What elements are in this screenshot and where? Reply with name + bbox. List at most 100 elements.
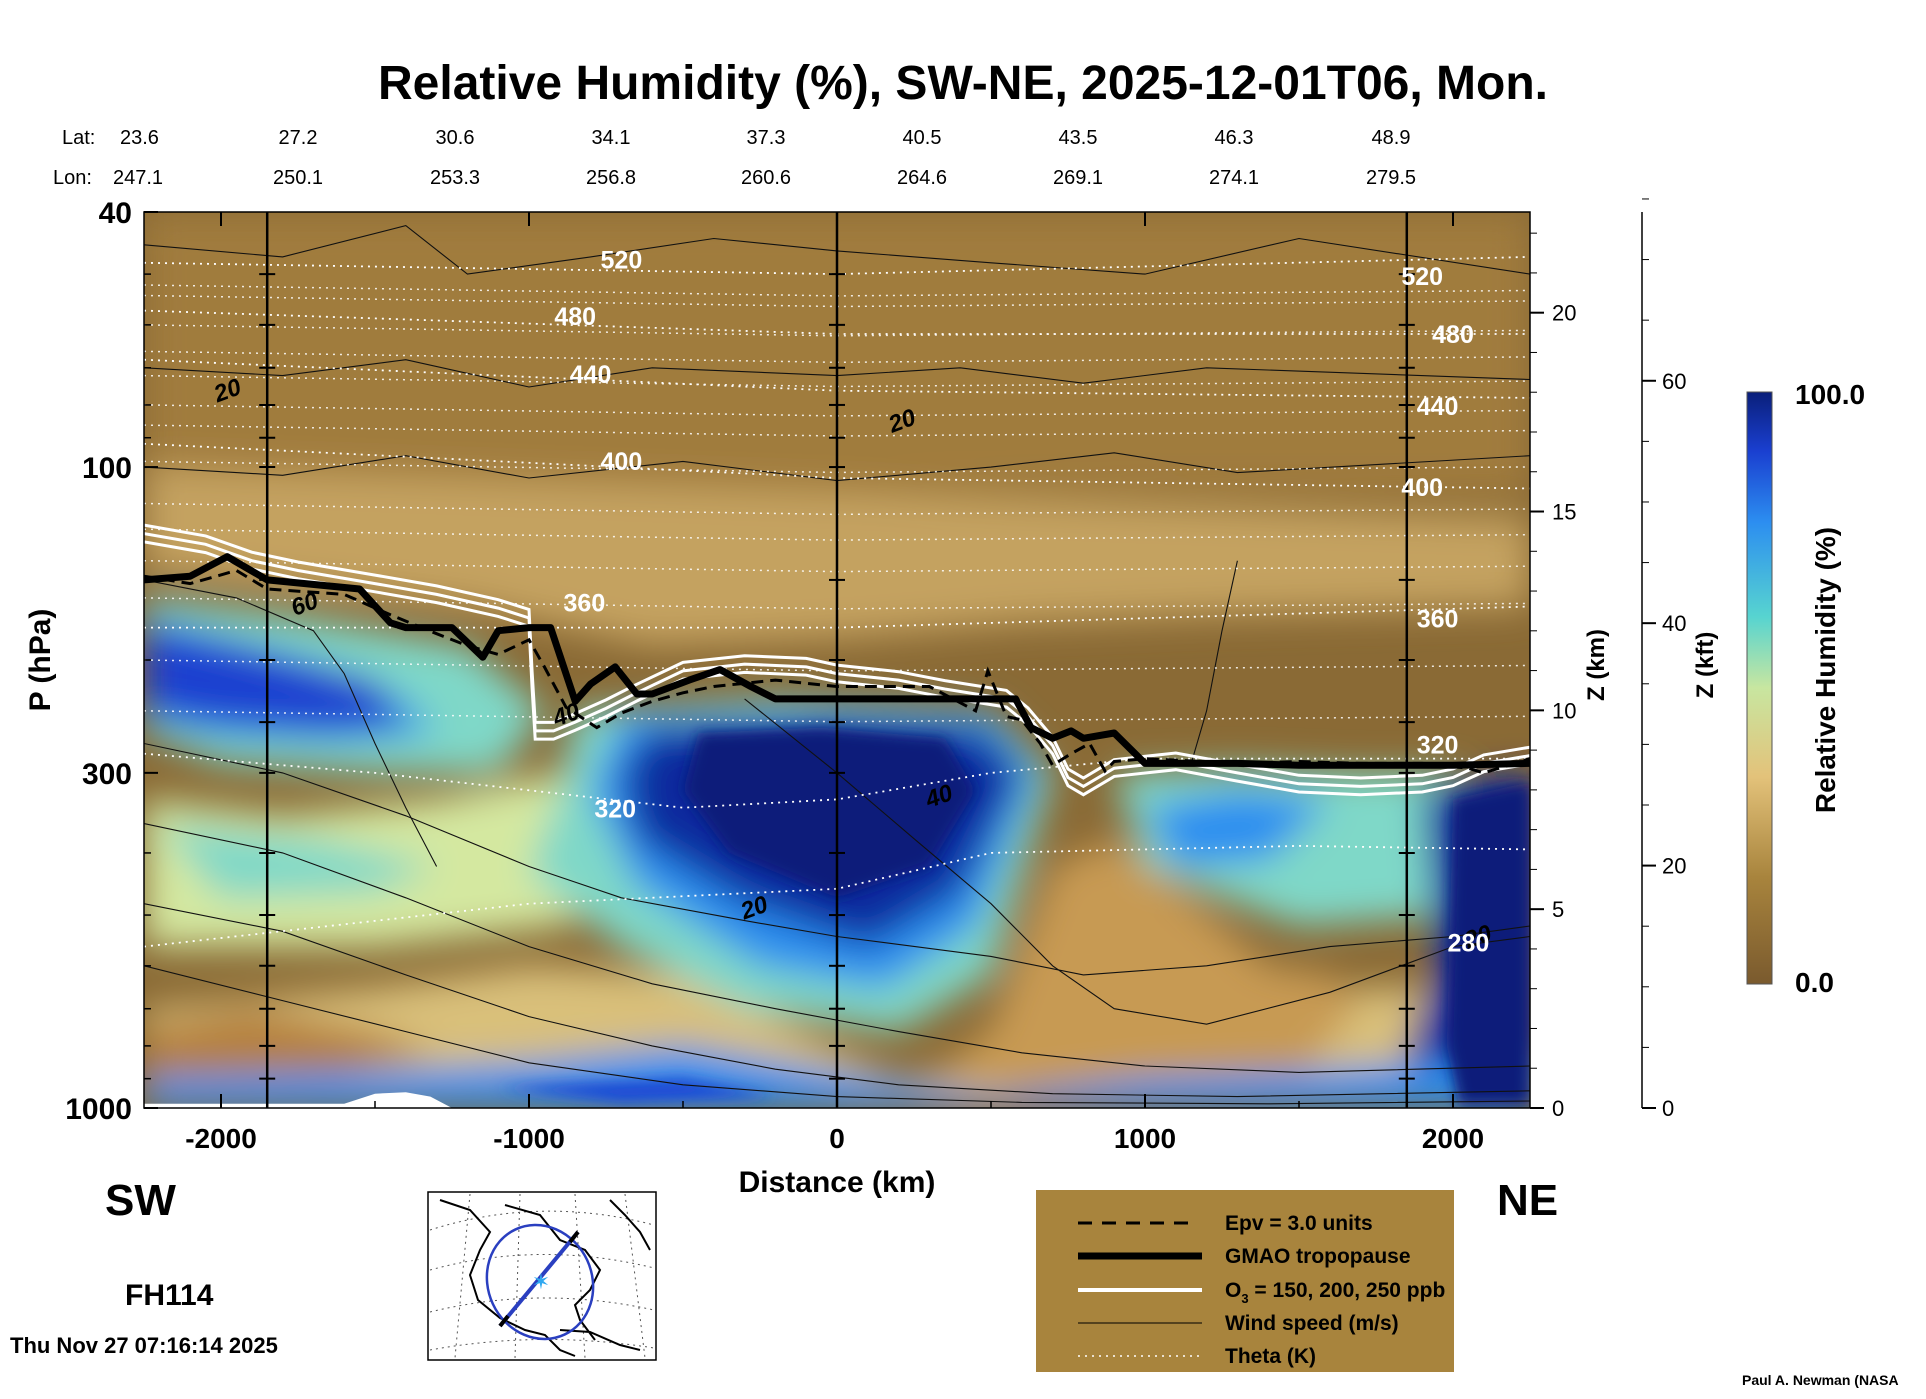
z-km-tick-label: 20 <box>1552 301 1576 326</box>
lat-value: 43.5 <box>1059 127 1098 149</box>
theta-contour-line <box>144 752 1530 809</box>
tropopause-line <box>144 553 1530 769</box>
lat-value: 23.6 <box>120 127 159 149</box>
rh-region <box>683 1024 807 1053</box>
z-km-tick-label: 10 <box>1552 698 1576 723</box>
lat-value: 46.3 <box>1215 127 1254 149</box>
rh-region <box>1446 782 1530 1106</box>
axes: -2000 -1000 0 1000 2000 40 100 300 1000 0 5 10 15 20 0… <box>65 197 1686 1154</box>
epv-contour-line <box>144 568 1530 775</box>
rh-region <box>144 622 406 733</box>
lat-value: 40.5 <box>903 127 942 149</box>
y2-axis-title: Z (km) <box>1583 629 1610 701</box>
z-kft-tick-label: 20 <box>1662 854 1686 879</box>
inset-range-circle <box>485 1223 595 1341</box>
theta-label: 400 <box>1401 474 1443 502</box>
x-tick-label: 2000 <box>1422 1123 1484 1154</box>
theta-label: 360 <box>1417 606 1459 634</box>
inset-transect-ne-end <box>568 1230 580 1244</box>
y-tick-label: 40 <box>99 197 132 230</box>
ozone-contour-line <box>144 540 1530 797</box>
x-tick-label: -2000 <box>185 1123 257 1154</box>
z-kft-tick-label: 40 <box>1662 611 1686 636</box>
y-tick-label: 100 <box>82 452 132 485</box>
wind-contour-line <box>1190 560 1238 764</box>
lon-label: Lon: <box>53 167 92 189</box>
rh-region <box>929 838 1361 1097</box>
chart-title: Relative Humidity (%), SW-NE, 2025-12-01… <box>378 57 1548 110</box>
z-km-tick-label: 15 <box>1552 500 1576 525</box>
lon-value: 274.1 <box>1209 167 1259 189</box>
lon-value: 250.1 <box>273 167 323 189</box>
wind-contour-line <box>144 225 1530 275</box>
inset-transect-sw-end <box>498 1314 510 1328</box>
theta-label: 360 <box>564 590 606 618</box>
inset-center-star-icon: ✶ <box>532 1269 550 1294</box>
wind-contour-line <box>144 965 1530 1105</box>
colorbar: 100.0 0.0 Relative Humidity (%) <box>1746 379 1865 998</box>
legend-wind-label: Wind speed (m/s) <box>1225 1312 1399 1335</box>
theta-label: 480 <box>554 303 596 331</box>
forecast-hour: FH114 <box>125 1279 214 1312</box>
theta-label: 400 <box>601 448 643 476</box>
rh-region <box>498 1078 776 1103</box>
lon-value: 279.5 <box>1366 167 1416 189</box>
x-axis-title: Distance (km) <box>739 1166 936 1199</box>
legend-tropopause-label: GMAO tropopause <box>1225 1245 1411 1268</box>
legend-ozone-label: O3 = 150, 200, 250 ppb <box>1225 1279 1445 1306</box>
inset-map: ✶ <box>427 1191 657 1361</box>
legend-ozone-sub: 3 <box>1241 1291 1248 1306</box>
wind-contour-line <box>144 823 1530 1073</box>
rh-field-detail <box>498 727 1530 1106</box>
lat-value: 34.1 <box>592 127 631 149</box>
lon-value: 256.8 <box>586 167 636 189</box>
tropopause-line-path <box>144 553 1530 769</box>
theta-label: 520 <box>601 247 643 275</box>
x-tick-label: 0 <box>829 1123 845 1154</box>
lon-value: 264.6 <box>897 167 947 189</box>
legend-ozone-suffix: = 150, 200, 250 ppb <box>1249 1279 1446 1302</box>
credit: Paul A. Newman (NASA <box>1742 1372 1899 1388</box>
lat-lon-values: 23.6 27.2 30.6 34.1 37.3 40.5 43.5 46.3 48.9 247.… <box>113 127 1416 189</box>
ne-label: NE <box>1497 1176 1558 1225</box>
theta-contour-line <box>144 844 1530 948</box>
z-km-tick-label: 5 <box>1552 897 1564 922</box>
lon-value: 253.3 <box>430 167 480 189</box>
rh-region <box>144 1008 437 1079</box>
ozone-contour-line <box>144 523 1530 780</box>
ozone-contour-line <box>144 532 1530 789</box>
timestamp: Thu Nov 27 07:16:14 2025 <box>10 1333 278 1358</box>
legend-box <box>1036 1190 1454 1372</box>
colorbar-max-label: 100.0 <box>1795 379 1865 410</box>
vertical-markers <box>259 212 1415 1108</box>
lat-label: Lat: <box>62 127 95 149</box>
z-km-tick-label: 0 <box>1552 1096 1564 1121</box>
y-tick-label: 300 <box>82 758 132 791</box>
wind-contour-line <box>144 359 1530 388</box>
z-kft-tick-label: 0 <box>1662 1096 1674 1121</box>
rh-field <box>144 212 1530 1108</box>
wind-contour-line <box>144 579 438 867</box>
y-tick-label: 1000 <box>65 1093 132 1126</box>
theta-label: 440 <box>570 361 612 389</box>
z-kft-tick-label: 60 <box>1662 369 1686 394</box>
y-axis-title: P (hPa) <box>24 609 57 712</box>
lat-value: 27.2 <box>279 127 318 149</box>
x-tick-label: -1000 <box>493 1123 565 1154</box>
theta-label: 320 <box>594 795 636 823</box>
inset-coastlines <box>439 1199 651 1357</box>
lon-value: 260.6 <box>741 167 791 189</box>
inset-transect <box>498 1230 580 1328</box>
theta-label: 280 <box>1448 930 1490 958</box>
theta-label: 440 <box>1417 393 1459 421</box>
colorbar-gradient <box>1746 391 1773 985</box>
theta-label: 520 <box>1401 263 1443 291</box>
lat-value: 37.3 <box>747 127 786 149</box>
theta-label: 480 <box>1432 321 1474 349</box>
lon-value: 247.1 <box>113 167 163 189</box>
epv-contour <box>144 568 1530 775</box>
